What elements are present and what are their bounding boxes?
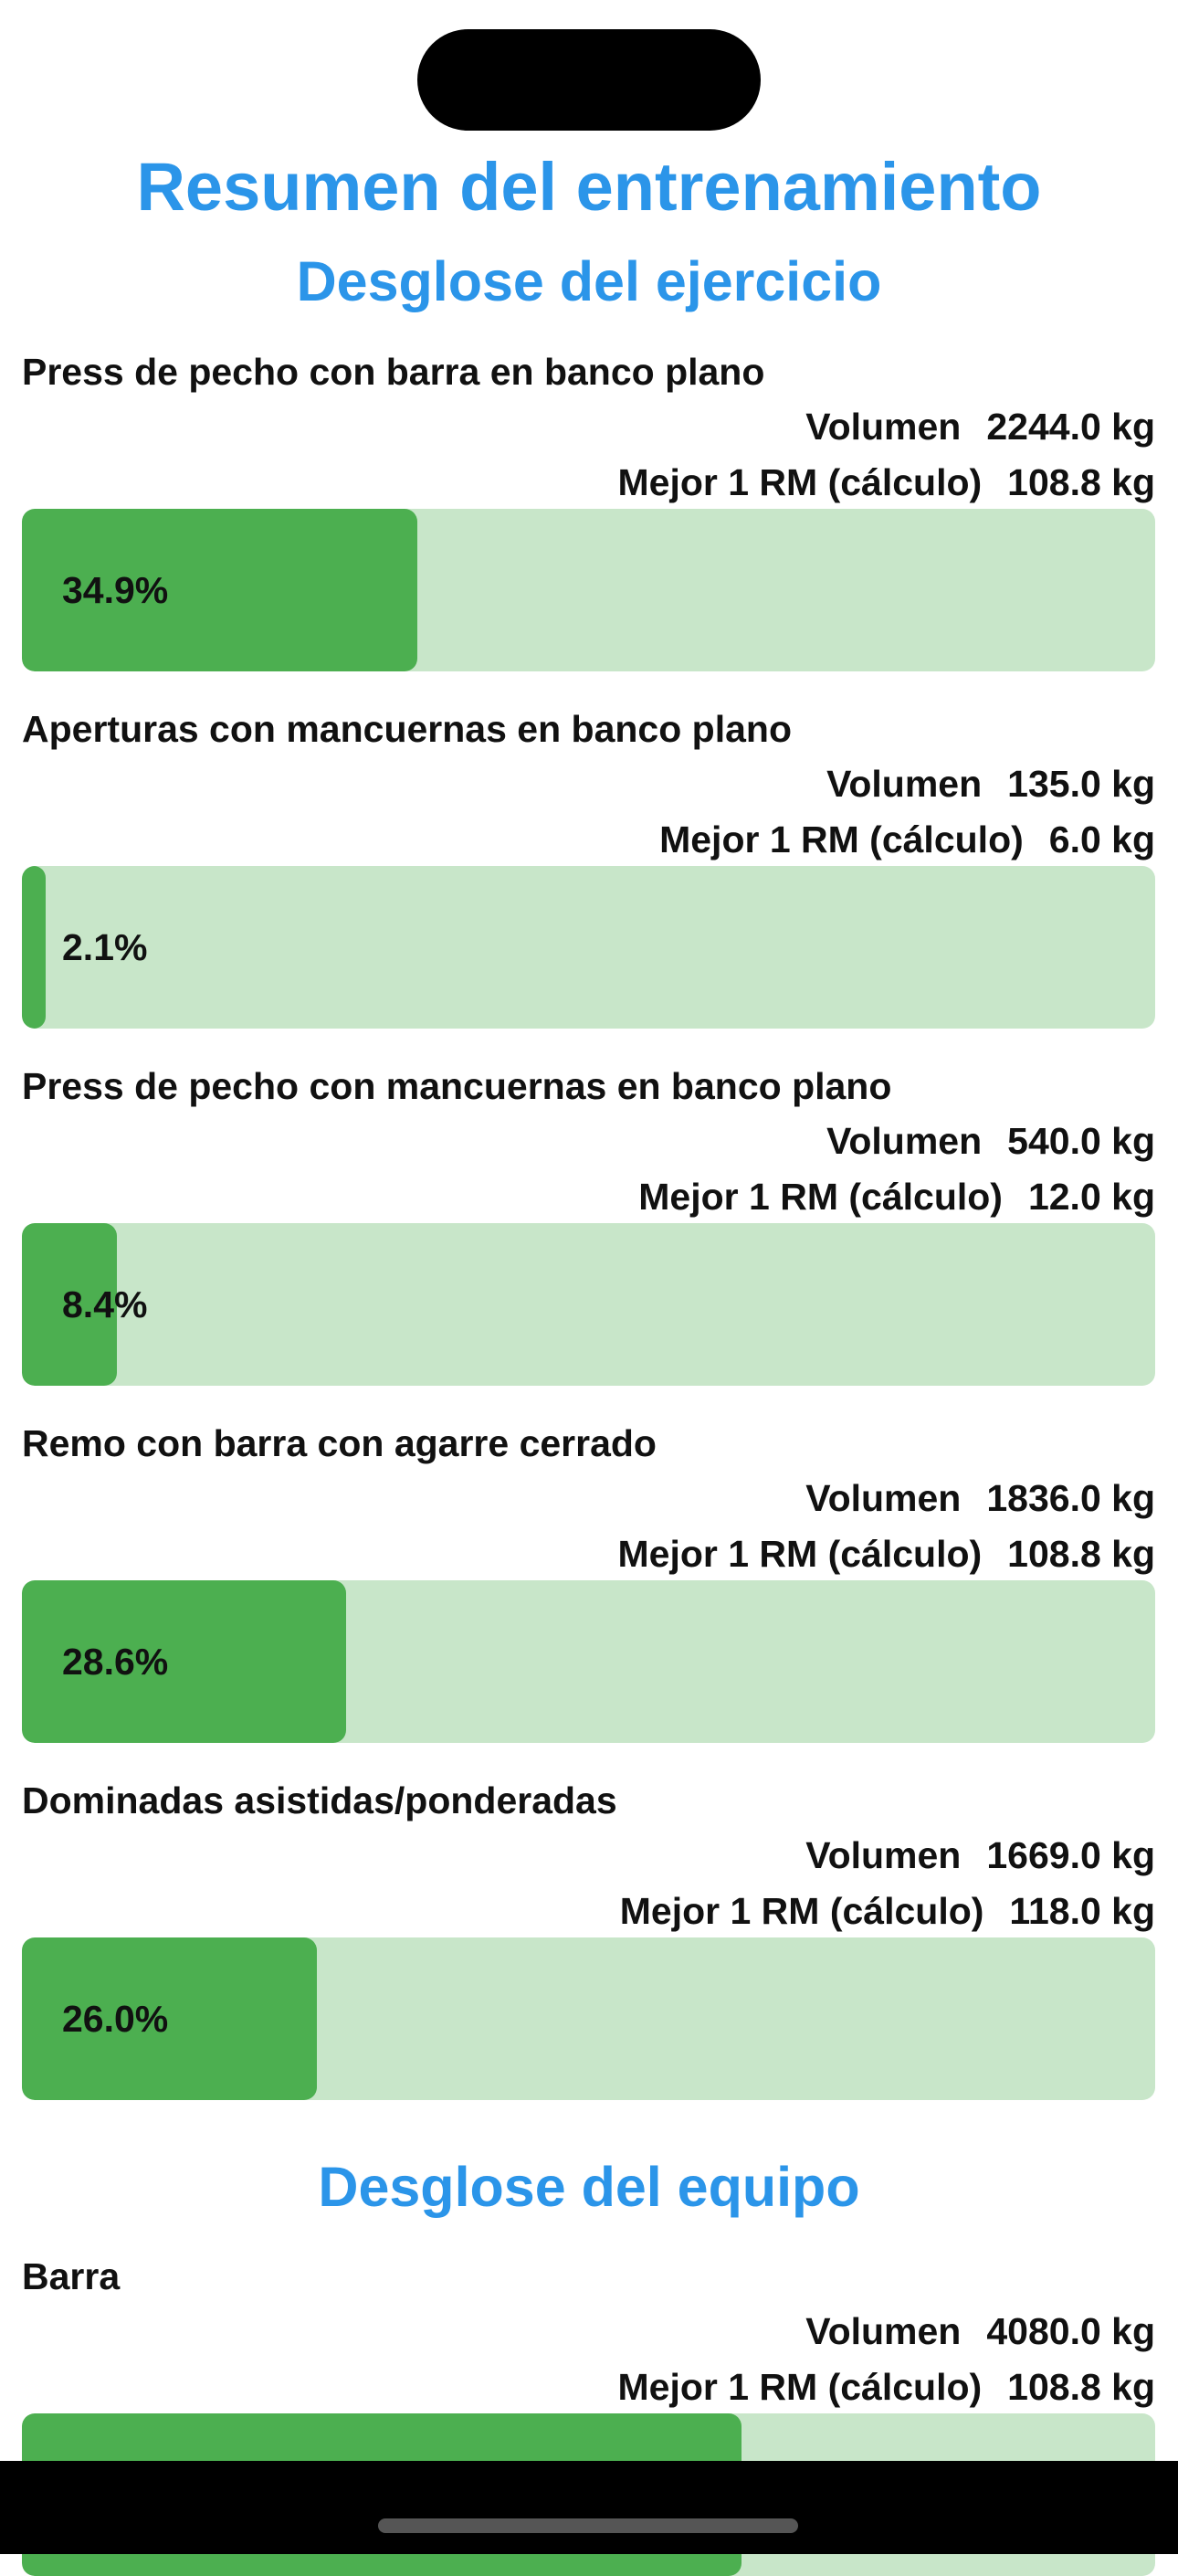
volume-value: 1836.0 kg bbox=[986, 1477, 1155, 1519]
camera-pill bbox=[417, 29, 761, 131]
one-rm-label: Mejor 1 RM (cálculo) bbox=[617, 461, 983, 503]
one-rm-value: 108.8 kg bbox=[1007, 2366, 1155, 2408]
volume-label: Volumen bbox=[826, 763, 983, 805]
volume-value: 135.0 kg bbox=[1007, 763, 1155, 805]
volume-value: 1669.0 kg bbox=[986, 1834, 1155, 1876]
section-title: Desglose del equipo bbox=[318, 2156, 860, 2218]
one-rm-value: 108.8 kg bbox=[1007, 461, 1155, 503]
volume-row: Volumen 2244.0 kg bbox=[805, 401, 1155, 452]
one-rm-label: Mejor 1 RM (cálculo) bbox=[638, 1176, 1003, 1218]
volume-row: Volumen 135.0 kg bbox=[826, 758, 1155, 809]
percent-label: 28.6% bbox=[62, 1641, 169, 1683]
percent-label: 8.4% bbox=[62, 1283, 148, 1325]
progress-fill bbox=[22, 866, 47, 1029]
one-rm-label: Mejor 1 RM (cálculo) bbox=[617, 2366, 983, 2408]
volume-label: Volumen bbox=[805, 406, 962, 448]
progress-track: 2.1% bbox=[22, 866, 1155, 1029]
item-name: Aperturas con mancuernas en banco plano bbox=[22, 708, 792, 750]
volume-row: Volumen 4080.0 kg bbox=[805, 2306, 1155, 2357]
home-indicator bbox=[378, 2518, 798, 2533]
item-name: Press de pecho con barra en banco plano bbox=[22, 351, 765, 393]
volume-value: 540.0 kg bbox=[1007, 1120, 1155, 1162]
one-rm-label: Mejor 1 RM (cálculo) bbox=[617, 1533, 983, 1575]
volume-label: Volumen bbox=[826, 1120, 983, 1162]
volume-row: Volumen 1836.0 kg bbox=[805, 1473, 1155, 1524]
volume-value: 2244.0 kg bbox=[986, 406, 1155, 448]
one-rm-row: Mejor 1 RM (cálculo) 108.8 kg bbox=[617, 457, 1155, 508]
one-rm-row: Mejor 1 RM (cálculo) 108.8 kg bbox=[617, 2361, 1155, 2412]
item-name: Press de pecho con mancuernas en banco p… bbox=[22, 1065, 892, 1107]
progress-fill bbox=[22, 1937, 317, 2100]
home-bar-area bbox=[0, 2461, 1178, 2554]
one-rm-value: 108.8 kg bbox=[1007, 1533, 1155, 1575]
item-name: Remo con barra con agarre cerrado bbox=[22, 1422, 657, 1464]
progress-fill bbox=[22, 1223, 118, 1386]
volume-label: Volumen bbox=[805, 1834, 962, 1876]
percent-label: 2.1% bbox=[62, 926, 148, 968]
item-name: Barra bbox=[22, 2255, 121, 2297]
progress-track: 28.6% bbox=[22, 1580, 1155, 1743]
one-rm-label: Mejor 1 RM (cálculo) bbox=[659, 818, 1024, 860]
progress-track: 26.0% bbox=[22, 1937, 1155, 2100]
volume-value: 4080.0 kg bbox=[986, 2310, 1155, 2352]
percent-label: 26.0% bbox=[62, 1998, 169, 2040]
volume-row: Volumen 1669.0 kg bbox=[805, 1830, 1155, 1881]
one-rm-value: 118.0 kg bbox=[1009, 1890, 1155, 1932]
progress-track: 8.4% bbox=[22, 1223, 1155, 1386]
volume-label: Volumen bbox=[805, 2310, 962, 2352]
volume-label: Volumen bbox=[805, 1477, 962, 1519]
one-rm-value: 12.0 kg bbox=[1027, 1176, 1155, 1218]
progress-fill bbox=[22, 509, 418, 671]
one-rm-row: Mejor 1 RM (cálculo) 108.8 kg bbox=[617, 1528, 1155, 1579]
item-name: Dominadas asistidas/ponderadas bbox=[22, 1779, 617, 1821]
section-title: Desglose del ejercicio bbox=[296, 250, 882, 312]
page-title: Resumen del entrenamiento bbox=[136, 149, 1042, 225]
one-rm-row: Mejor 1 RM (cálculo) 12.0 kg bbox=[638, 1171, 1155, 1222]
one-rm-label: Mejor 1 RM (cálculo) bbox=[619, 1890, 984, 1932]
percent-label: 34.9% bbox=[62, 569, 169, 611]
one-rm-row: Mejor 1 RM (cálculo) 6.0 kg bbox=[659, 814, 1155, 865]
progress-fill bbox=[22, 1580, 346, 1743]
volume-row: Volumen 540.0 kg bbox=[826, 1115, 1155, 1167]
progress-track: 34.9% bbox=[22, 509, 1155, 671]
one-rm-row: Mejor 1 RM (cálculo) 118.0 kg bbox=[620, 1885, 1155, 1937]
one-rm-value: 6.0 kg bbox=[1048, 818, 1155, 860]
